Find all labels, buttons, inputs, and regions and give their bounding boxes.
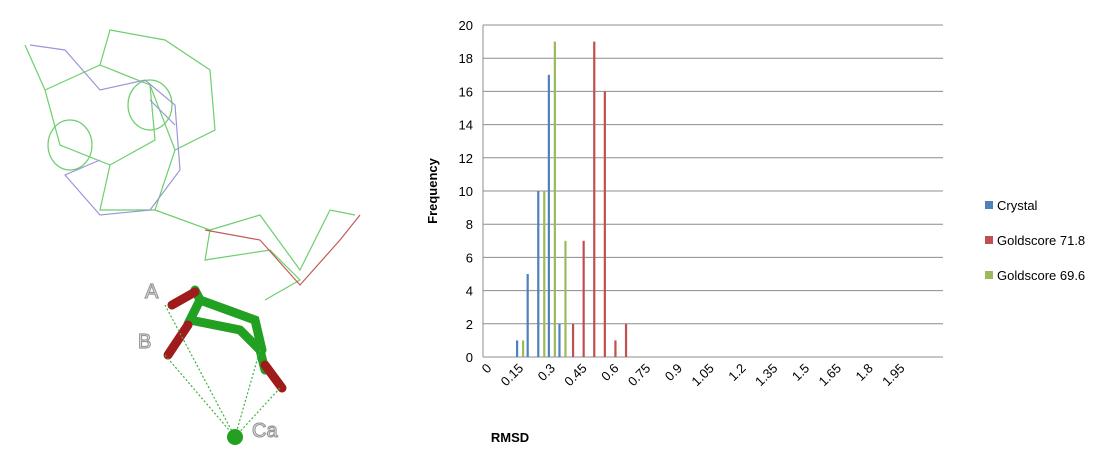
bar [614,340,616,357]
x-axis-label: RMSD [491,430,529,445]
atom-label: Ca [252,420,278,442]
x-tick-label: 0.9 [662,361,685,384]
x-tick-label: 0 [479,361,495,377]
legend-swatch [985,201,993,209]
bar [522,340,524,357]
x-tick-label: 1.95 [879,361,908,390]
bar [583,241,585,357]
bar [543,191,545,357]
x-tick-label: 0.6 [598,361,621,384]
bar [527,274,529,357]
y-tick-label: 6 [466,250,473,265]
bar [625,324,627,357]
y-tick-label: 4 [466,284,473,299]
x-tick-label: 1.05 [688,361,717,390]
y-tick-label: 8 [466,217,473,232]
x-tick-label: 1.65 [816,361,845,390]
x-tick-label: 1.5 [789,361,812,384]
x-tick-label: 1.2 [725,361,748,384]
legend-label: Goldscore 71.8 [997,233,1085,248]
x-tick-label: 0.75 [625,361,654,390]
x-tick-label: 1.8 [852,361,875,384]
x-tick-label: 0.45 [561,361,590,390]
bar [572,324,574,357]
bar [604,91,606,357]
bar [564,241,566,357]
bar [558,324,560,357]
bar [593,42,595,357]
legend-swatch [985,271,993,279]
y-tick-label: 20 [459,18,473,33]
molecule [25,30,360,445]
y-tick-label: 0 [466,350,473,365]
y-tick-label: 10 [459,184,473,199]
y-axis-label: Frequency [425,157,440,224]
y-tick-label: 2 [466,317,473,332]
atom-label: A [145,281,159,303]
legend-label: Goldscore 69.6 [997,268,1085,283]
y-tick-label: 14 [459,118,473,133]
bar [516,340,518,357]
y-tick-label: 12 [459,151,473,166]
bar [554,42,556,357]
bar [537,191,539,357]
x-tick-label: 0.3 [535,361,558,384]
bar [548,75,550,357]
y-tick-label: 16 [459,84,473,99]
atom-label: B [138,331,151,353]
y-tick-label: 18 [459,51,473,66]
x-tick-label: 1.35 [752,361,781,390]
legend-swatch [985,236,993,244]
legend-label: Crystal [997,198,1038,213]
page: A B Ca Frequency RMSD 0 2 4 6 8 10 12 14 16 18 20 0… [0,0,1115,447]
x-tick-label: 0.15 [498,361,527,390]
